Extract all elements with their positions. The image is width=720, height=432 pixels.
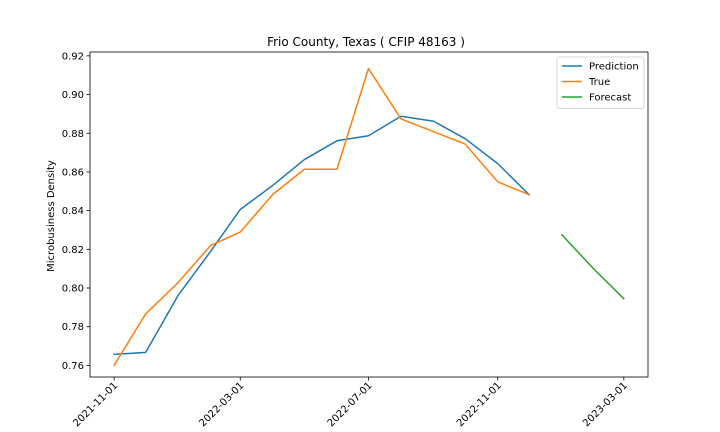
y-tick-label: 0.78 (62, 322, 84, 333)
plot-lines (113, 67, 625, 367)
legend-label-prediction: Prediction (589, 62, 639, 73)
y-tick-label: 0.80 (62, 284, 84, 295)
x-tick-label: 2021-11-01 (71, 380, 120, 429)
series-line-true (113, 67, 531, 367)
legend: Prediction True Forecast (556, 56, 645, 109)
plot-frame (89, 51, 649, 378)
y-tick-label: 0.88 (62, 129, 84, 140)
chart-title: Frio County, Texas ( CFIP 48163 ) (267, 35, 465, 49)
y-tick-label: 0.92 (62, 51, 84, 62)
legend-box (556, 56, 645, 109)
series-line-forecast (560, 233, 625, 300)
y-tick-label: 0.90 (62, 90, 84, 101)
legend-label-true: True (588, 77, 610, 88)
legend-label-forecast: Forecast (589, 93, 631, 104)
x-tick-label: 2023-03-01 (581, 380, 630, 429)
series-line-prediction (113, 115, 531, 356)
y-tick-label: 0.76 (62, 361, 84, 372)
y-tick-label: 0.84 (62, 206, 84, 217)
x-tick-label: 2022-03-01 (198, 380, 247, 429)
y-tick-label: 0.82 (62, 245, 84, 256)
x-tick-label: 2022-11-01 (455, 380, 504, 429)
y-axis-label: Microbusiness Density (46, 160, 57, 272)
y-tick-label: 0.86 (62, 167, 84, 178)
x-tick-label: 2022-07-01 (326, 380, 375, 429)
